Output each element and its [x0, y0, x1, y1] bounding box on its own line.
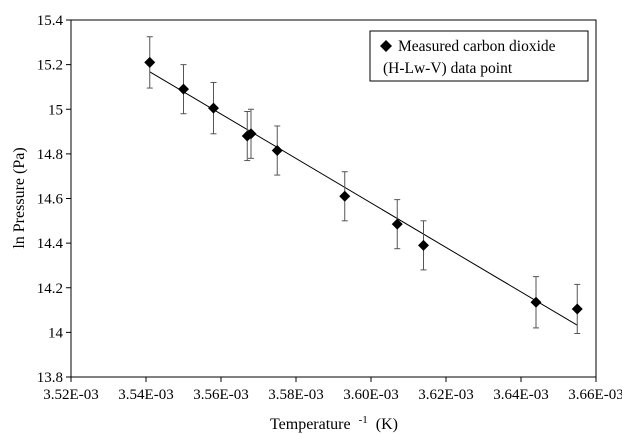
- data-point: [339, 190, 351, 202]
- data-point: [144, 56, 156, 68]
- data-point: [391, 218, 403, 230]
- y-tick-label: 15.2: [37, 58, 63, 74]
- trendline: [149, 71, 578, 326]
- legend-box: [369, 30, 589, 82]
- x-tick-label: 3.56E-03: [193, 387, 248, 403]
- x-tick-label: 3.64E-03: [493, 387, 548, 403]
- legend-marker: [380, 40, 392, 52]
- data-point: [245, 128, 257, 140]
- x-tick-label: 3.66E-03: [568, 387, 622, 403]
- x-tick-label: 3.62E-03: [418, 387, 473, 403]
- y-tick-label: 14.8: [37, 147, 63, 163]
- data-point: [418, 239, 429, 251]
- y-axis-title: ln Pressure (Pa): [11, 147, 28, 248]
- y-axis-ticks: 13.8 14 14.2 14.4 14.6 14.8 15 15.2 15.4: [37, 13, 71, 386]
- y-tick-label: 15.4: [37, 13, 64, 29]
- data-point: [271, 145, 283, 157]
- x-tick-label: 3.54E-03: [118, 387, 173, 403]
- y-tick-label: 14: [48, 325, 64, 341]
- y-tick-label: 14.6: [37, 192, 64, 208]
- data-point: [178, 83, 189, 95]
- legend: Measured carbon dioxide (H-Lw-V) data po…: [369, 30, 589, 82]
- data-points: [144, 56, 583, 315]
- data-point: [571, 303, 583, 315]
- trendline-layer: [149, 71, 578, 326]
- y-tick-label: 14.2: [37, 281, 63, 297]
- y-tick-label: 15: [48, 102, 63, 118]
- legend-label-line2: (H-Lw-V) data point: [383, 60, 513, 77]
- x-axis-title-superscript: -1: [359, 414, 368, 426]
- x-tick-label: 3.58E-03: [268, 387, 323, 403]
- data-point: [530, 296, 542, 308]
- y-tick-label: 13.8: [37, 370, 63, 386]
- y-tick-label: 14.4: [37, 236, 64, 252]
- x-axis-ticks: 3.52E-03 3.54E-03 3.56E-03 3.58E-03 3.60E-03…: [43, 377, 622, 403]
- x-tick-label: 3.52E-03: [43, 387, 98, 403]
- x-tick-label: 3.60E-03: [343, 387, 398, 403]
- x-axis-title-main: Temperature: [270, 416, 351, 433]
- legend-label-line1: Measured carbon dioxide: [398, 38, 556, 55]
- x-axis-title: Temperature -1 (K): [270, 410, 398, 433]
- data-point: [208, 102, 219, 114]
- x-axis-title-unit: (K): [376, 416, 398, 433]
